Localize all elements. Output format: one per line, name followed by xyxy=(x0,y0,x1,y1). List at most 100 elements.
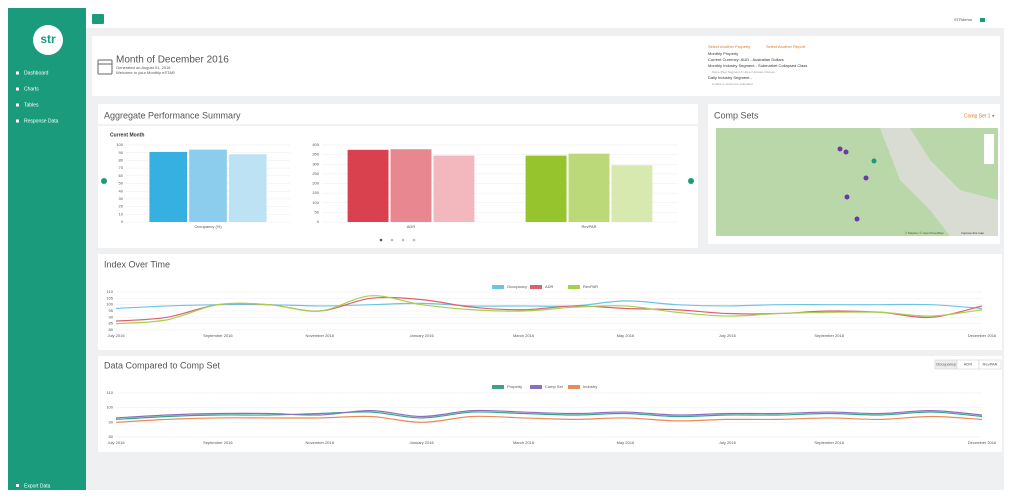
y-tick-label: 100 xyxy=(312,200,319,205)
legend-label: Comp Set xyxy=(545,384,564,389)
toggle-button[interactable] xyxy=(978,359,1002,370)
y-tick-label: 110 xyxy=(107,289,114,294)
y-tick-label: 90 xyxy=(119,150,124,155)
calendar-icon xyxy=(97,59,113,75)
x-tick-label: September 2016 xyxy=(814,333,844,338)
export-icon xyxy=(16,484,19,487)
menu-icon xyxy=(16,119,19,123)
legend-label: RevPAR xyxy=(583,284,598,289)
y-tick-label: 20 xyxy=(119,204,124,209)
prev-arrow[interactable] xyxy=(101,178,107,184)
menu-item[interactable]: Tables xyxy=(24,102,39,108)
page-dot[interactable] xyxy=(379,238,383,242)
page-dot[interactable] xyxy=(390,238,394,242)
comp-title: Comp Sets xyxy=(714,110,759,120)
y-tick-label: 150 xyxy=(312,190,319,195)
topbar xyxy=(86,8,1004,28)
user-name[interactable]: STRdemo xyxy=(954,17,973,22)
y-tick-label: 50 xyxy=(119,181,124,186)
map-pin[interactable] xyxy=(871,158,877,164)
comp-selector[interactable]: Comp Set 1 xyxy=(964,113,991,119)
info: Monthly Industry Segment - Submarket Col… xyxy=(708,63,807,68)
legend-label: ADR xyxy=(545,284,554,289)
map-pin[interactable] xyxy=(863,175,869,181)
x-tick-label: ADR xyxy=(407,224,416,229)
bar xyxy=(390,149,432,222)
export-link[interactable]: Export Data xyxy=(24,483,51,489)
menu-icon xyxy=(16,103,19,107)
line xyxy=(115,415,983,423)
link-report[interactable]: Select Another Report xyxy=(766,44,806,49)
x-tick-label: November 2016 xyxy=(306,440,335,445)
y-tick-label: 90 xyxy=(109,419,114,424)
x-tick-label: January 2016 xyxy=(410,440,435,445)
map-pin[interactable] xyxy=(837,146,843,152)
header-generated: Generated on August 01, 2016 xyxy=(116,65,171,70)
improve-link[interactable]: Improve this map xyxy=(961,231,984,235)
info-note: Some Peer Segment & Upper Upscale Classe… xyxy=(712,70,775,74)
y-tick-label: 80 xyxy=(119,157,124,162)
line xyxy=(115,411,983,420)
y-tick-label: 85 xyxy=(109,321,114,326)
y-tick-label: 100 xyxy=(116,142,123,147)
summary-title: Aggregate Performance Summary xyxy=(104,110,241,120)
page-dot[interactable] xyxy=(412,238,416,242)
y-tick-label: 100 xyxy=(106,405,113,410)
menu-icon xyxy=(16,87,19,91)
legend-swatch xyxy=(492,285,504,289)
map-pin[interactable] xyxy=(844,194,850,200)
legend-swatch xyxy=(530,385,542,389)
y-tick-label: 200 xyxy=(312,181,319,186)
toggle-label: Occupancy xyxy=(936,362,956,367)
caret: ▾ xyxy=(992,113,995,119)
legend-label: Occupancy xyxy=(507,284,527,289)
bar xyxy=(611,165,653,222)
legend-swatch xyxy=(568,285,580,289)
y-tick-label: 0 xyxy=(121,219,124,224)
bar xyxy=(433,155,475,222)
legend-swatch xyxy=(492,385,504,389)
header-welcome: Welcome to your Monthly eSTAR xyxy=(116,70,175,75)
zoom-control[interactable] xyxy=(984,134,994,164)
x-tick-label: July 2016 xyxy=(719,333,737,338)
next-arrow[interactable] xyxy=(688,178,694,184)
index-panel xyxy=(98,254,1002,350)
y-tick-label: 95 xyxy=(109,308,114,313)
page-dot[interactable] xyxy=(401,238,405,242)
line xyxy=(115,409,983,419)
y-tick-label: 110 xyxy=(107,390,114,395)
toggle-label: ADR xyxy=(964,362,973,367)
bar xyxy=(189,149,227,222)
x-tick-label: July 2016 xyxy=(719,440,737,445)
menu-item[interactable]: Charts xyxy=(24,86,39,92)
y-tick-label: 40 xyxy=(119,188,124,193)
x-tick-label: July 2016 xyxy=(107,440,125,445)
map-area xyxy=(880,128,998,236)
menu-item[interactable]: Response Data xyxy=(24,118,59,124)
menu-toggle[interactable] xyxy=(92,14,104,24)
y-tick-label: 105 xyxy=(106,295,113,300)
header-title: Month of December 2016 xyxy=(116,55,229,66)
y-tick-label: 60 xyxy=(119,173,124,178)
menu-item[interactable]: Dashboard xyxy=(24,70,49,76)
x-tick-label: December 2016 xyxy=(968,333,997,338)
link-property[interactable]: Select Another Property xyxy=(708,44,750,49)
y-tick-label: 300 xyxy=(312,161,319,166)
logo xyxy=(33,25,63,55)
bar xyxy=(568,153,610,222)
legend-swatch xyxy=(530,285,542,289)
y-tick-label: 10 xyxy=(119,211,124,216)
map-pin[interactable] xyxy=(854,216,860,222)
user-icon xyxy=(980,18,985,22)
map-pin[interactable] xyxy=(843,149,849,155)
x-tick-label: March 2016 xyxy=(513,333,535,338)
y-tick-label: 70 xyxy=(119,165,124,170)
x-tick-label: May 2016 xyxy=(617,333,635,338)
summary-subtitle: Current Month xyxy=(110,132,144,138)
y-tick-label: 50 xyxy=(315,209,320,214)
x-tick-label: September 2016 xyxy=(814,440,844,445)
compare-panel xyxy=(98,356,1002,452)
x-tick-label: May 2016 xyxy=(617,440,635,445)
legend-swatch xyxy=(568,385,580,389)
